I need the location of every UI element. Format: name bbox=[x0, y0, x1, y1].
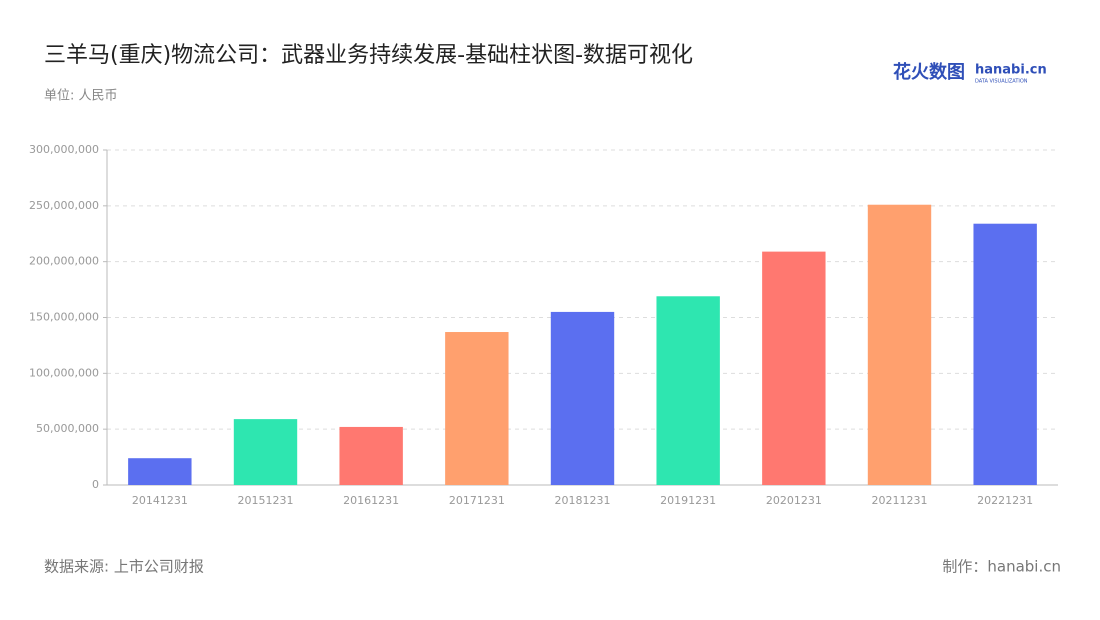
bar bbox=[233, 419, 298, 485]
x-tick-label: 20161231 bbox=[343, 494, 399, 507]
bar bbox=[973, 223, 1037, 485]
x-tick-label: 20151231 bbox=[238, 494, 294, 507]
y-tick-label: 100,000,000 bbox=[29, 366, 99, 379]
x-tick-label: 20191231 bbox=[660, 494, 716, 507]
y-tick-label: 300,000,000 bbox=[29, 143, 99, 156]
logo-site: hanabi.cn bbox=[975, 63, 1047, 78]
y-tick-label: 200,000,000 bbox=[29, 255, 99, 268]
credit: 制作：hanabi.cn bbox=[942, 558, 1061, 576]
bar bbox=[128, 458, 192, 485]
x-tick-label: 20211231 bbox=[872, 494, 928, 507]
x-tick-label: 20181231 bbox=[555, 494, 611, 507]
y-tick-label: 250,000,000 bbox=[29, 199, 99, 212]
x-tick-label: 20201231 bbox=[766, 494, 822, 507]
y-tick-label: 0 bbox=[92, 478, 99, 491]
logo-tagline: DATA VISUALIZATION bbox=[975, 79, 1028, 85]
y-tick-label: 50,000,000 bbox=[36, 422, 99, 435]
x-tick-label: 20171231 bbox=[449, 494, 505, 507]
bar bbox=[656, 296, 720, 485]
source: 数据来源: 上市公司财报 bbox=[44, 558, 204, 576]
bar bbox=[445, 332, 509, 485]
x-tick-label: 20141231 bbox=[132, 494, 188, 507]
chart-title: 三羊马(重庆)物流公司：武器业务持续发展-基础柱状图-数据可视化 bbox=[44, 43, 693, 68]
bar bbox=[762, 251, 826, 485]
bar bbox=[867, 204, 932, 485]
bar bbox=[339, 426, 403, 485]
bar bbox=[550, 311, 615, 485]
unit-label: 单位: 人民币 bbox=[44, 89, 118, 104]
logo-brand: 花火数图 bbox=[893, 61, 965, 83]
y-tick-label: 150,000,000 bbox=[29, 311, 99, 324]
x-tick-label: 20221231 bbox=[977, 494, 1033, 507]
